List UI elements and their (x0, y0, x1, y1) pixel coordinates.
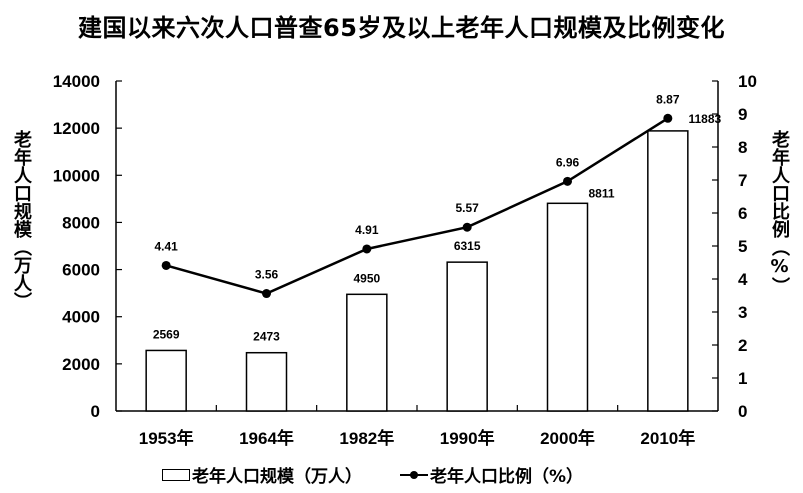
bar-value-label: 6315 (454, 239, 481, 253)
bar (145, 349, 187, 412)
legend-bar-label: 老年人口规模（万人） (192, 467, 362, 487)
left-tick-label: 10000 (53, 166, 100, 185)
x-tick-label: 1953年 (139, 428, 194, 448)
legend-item-line: 老年人口比例（%） (400, 462, 583, 487)
line-value-label: 3.56 (255, 268, 279, 282)
left-tick-label: 4000 (62, 308, 100, 327)
right-tick-label: 9 (738, 105, 747, 124)
right-tick-label: 3 (738, 303, 747, 322)
bar-series (145, 130, 689, 412)
bar (346, 293, 388, 412)
line-value-label: 5.57 (455, 201, 479, 215)
line-marker (462, 222, 472, 232)
x-tick-label: 2010年 (640, 428, 695, 448)
line-marker (563, 176, 572, 186)
right-tick-label: 10 (738, 72, 757, 91)
x-tick-label: 1990年 (440, 428, 495, 448)
legend-item-bar: 老年人口规模（万人） (162, 462, 362, 487)
line-series (161, 113, 673, 299)
line-marker (362, 244, 372, 254)
left-tick-label: 14000 (53, 72, 100, 91)
line-marker-swatch-icon (400, 469, 428, 481)
x-tick-label: 2000年 (540, 428, 595, 448)
bar-value-label: 8811 (588, 186, 614, 200)
right-tick-label: 5 (738, 237, 747, 256)
line-value-label: 4.91 (355, 223, 379, 237)
right-tick-label: 7 (738, 171, 747, 190)
bar (647, 130, 689, 412)
left-axis-title: 老年人口规模（万人） (11, 130, 32, 310)
left-tick-label: 2000 (62, 355, 100, 374)
right-tick-label: 6 (738, 204, 747, 223)
bar-value-label: 4950 (353, 271, 380, 285)
bar-value-label: 11883 (688, 112, 721, 126)
left-tick-label: 8000 (62, 213, 100, 232)
left-tick-label: 6000 (62, 261, 100, 280)
line-marker (262, 289, 271, 299)
right-tick-label: 8 (738, 138, 747, 157)
x-tick-label: 1964年 (239, 428, 294, 448)
bar (446, 261, 488, 412)
bar (245, 351, 288, 412)
x-tick-label: 1982年 (339, 428, 394, 448)
bar (546, 202, 589, 412)
line-value-label: 8.87 (656, 92, 680, 106)
legend-line-label: 老年人口比例（%） (430, 467, 584, 487)
line-marker (161, 260, 171, 270)
data-labels: 2569 2473 4950 6315 8811 11883 4.41 3.56 4.91 5.5… (153, 92, 722, 343)
bar-value-label: 2569 (153, 327, 180, 341)
left-tick-label: 0 (91, 402, 100, 421)
right-axis-title: 老年人口比例（%） (769, 130, 790, 295)
right-tick-label: 0 (738, 402, 747, 421)
line-value-label: 4.41 (154, 239, 178, 253)
bar-value-label: 2473 (253, 330, 280, 344)
right-tick-label: 1 (738, 369, 747, 388)
left-tick-label: 12000 (53, 119, 100, 138)
right-tick-label: 2 (738, 336, 747, 355)
axes: 0 2000 4000 6000 8000 10000 12000 14000 0 1 2 3 4 5 6 7… (53, 72, 757, 448)
chart-title: 建国以来六次人口普查65岁及以上老年人口规模及比例变化 (78, 14, 725, 42)
bar-swatch-icon (162, 468, 190, 481)
legend: 老年人口规模（万人） 老年人口比例（%） (162, 462, 621, 487)
line-value-label: 6.96 (556, 155, 580, 169)
line-path (165, 117, 669, 295)
line-marker (663, 113, 673, 123)
right-tick-label: 4 (738, 270, 748, 289)
